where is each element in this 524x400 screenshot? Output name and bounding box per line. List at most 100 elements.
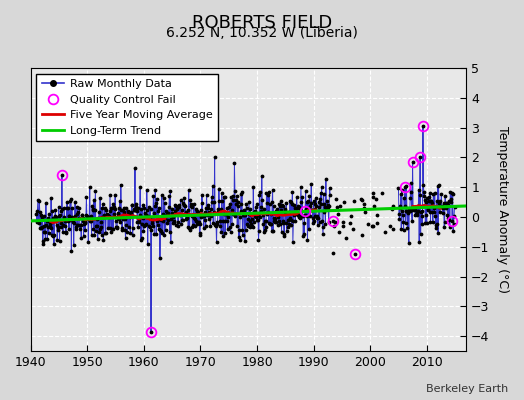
- Point: [138, 221, 146, 228]
- Point: [192, 218, 201, 224]
- Point: [305, 192, 313, 199]
- Point: [408, 159, 417, 165]
- Point: [419, 123, 427, 129]
- Point: [261, 218, 270, 224]
- Point: [412, 210, 421, 216]
- Point: [140, 223, 148, 229]
- Point: [113, 224, 121, 230]
- Point: [199, 212, 208, 218]
- Point: [213, 221, 222, 227]
- Point: [126, 214, 134, 220]
- Point: [89, 207, 97, 213]
- Point: [277, 229, 286, 235]
- Point: [399, 219, 407, 225]
- Point: [181, 211, 189, 217]
- Point: [183, 212, 191, 219]
- Point: [86, 218, 94, 224]
- Point: [188, 212, 196, 219]
- Point: [122, 204, 130, 211]
- Point: [87, 217, 95, 224]
- Point: [195, 231, 204, 238]
- Point: [154, 222, 162, 228]
- Point: [308, 207, 316, 214]
- Point: [61, 229, 70, 236]
- Point: [111, 192, 119, 198]
- Point: [44, 215, 52, 221]
- Point: [48, 232, 56, 238]
- Point: [81, 227, 89, 233]
- Point: [146, 214, 154, 221]
- Point: [52, 218, 60, 225]
- Point: [165, 204, 173, 210]
- Point: [184, 187, 193, 193]
- Point: [242, 201, 250, 208]
- Point: [319, 231, 327, 238]
- Point: [231, 212, 239, 219]
- Point: [106, 192, 114, 198]
- Point: [241, 212, 249, 219]
- Point: [309, 215, 317, 222]
- Point: [94, 236, 102, 242]
- Point: [193, 208, 201, 215]
- Point: [208, 193, 216, 200]
- Point: [269, 203, 278, 210]
- Point: [42, 218, 51, 224]
- Point: [227, 194, 235, 200]
- Point: [79, 217, 88, 224]
- Point: [183, 206, 192, 213]
- Point: [180, 202, 188, 208]
- Point: [59, 222, 68, 228]
- Point: [96, 224, 105, 230]
- Point: [449, 228, 457, 234]
- Point: [162, 210, 171, 217]
- Point: [72, 222, 81, 228]
- Point: [37, 224, 46, 231]
- Point: [314, 222, 322, 228]
- Point: [80, 220, 88, 227]
- Point: [126, 229, 135, 236]
- Point: [133, 207, 141, 214]
- Point: [245, 224, 254, 230]
- Point: [267, 220, 276, 227]
- Point: [431, 190, 439, 196]
- Point: [182, 208, 191, 215]
- Point: [178, 207, 186, 213]
- Point: [417, 208, 425, 215]
- Point: [41, 228, 49, 235]
- Point: [111, 206, 119, 212]
- Point: [45, 211, 53, 217]
- Point: [68, 214, 77, 220]
- Point: [145, 223, 153, 230]
- Point: [303, 237, 312, 243]
- Point: [339, 219, 347, 225]
- Point: [138, 202, 147, 208]
- Point: [312, 203, 320, 210]
- Point: [147, 227, 156, 234]
- Point: [58, 172, 66, 178]
- Point: [100, 212, 108, 218]
- Point: [209, 220, 217, 226]
- Point: [253, 201, 261, 208]
- Point: [357, 232, 366, 238]
- Point: [415, 239, 423, 245]
- Point: [100, 214, 108, 220]
- Point: [50, 232, 59, 239]
- Point: [143, 206, 151, 213]
- Point: [266, 201, 274, 208]
- Point: [163, 211, 172, 217]
- Point: [102, 207, 111, 214]
- Point: [226, 224, 234, 230]
- Point: [401, 184, 409, 190]
- Point: [130, 206, 139, 213]
- Point: [449, 191, 457, 198]
- Point: [302, 212, 311, 219]
- Point: [372, 196, 380, 202]
- Point: [123, 229, 132, 236]
- Point: [288, 201, 296, 207]
- Point: [253, 216, 261, 223]
- Point: [39, 223, 48, 229]
- Point: [296, 214, 304, 221]
- Point: [304, 198, 313, 204]
- Point: [46, 220, 54, 226]
- Point: [320, 209, 329, 216]
